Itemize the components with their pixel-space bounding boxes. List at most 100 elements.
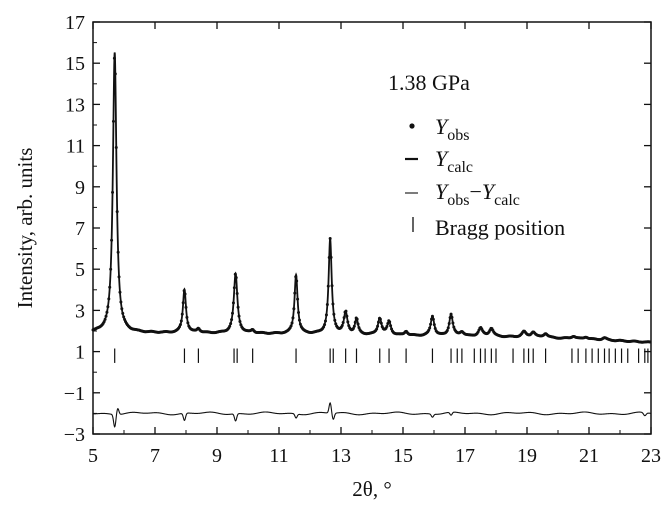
observed-point xyxy=(326,284,330,288)
observed-point xyxy=(107,297,111,301)
y-tick-label: −1 xyxy=(64,383,85,405)
x-tick-label: 13 xyxy=(331,445,351,467)
observed-point xyxy=(330,284,334,288)
observed-point xyxy=(376,324,380,328)
observed-point xyxy=(329,255,333,259)
observed-point xyxy=(103,317,107,321)
observed-point xyxy=(117,275,121,279)
observed-point xyxy=(229,322,233,326)
observed-point xyxy=(324,319,327,323)
observed-point xyxy=(451,321,455,325)
x-tick-label: 5 xyxy=(88,445,98,467)
calculated-curve xyxy=(92,52,652,344)
difference-curve xyxy=(93,402,652,428)
observed-point xyxy=(297,318,301,322)
y-tick-label: 7 xyxy=(75,218,85,240)
legend-label-bragg: Bragg position xyxy=(435,215,565,240)
y-tick-label: −3 xyxy=(64,424,85,446)
observed-point xyxy=(233,272,237,276)
observed-point xyxy=(104,314,108,318)
observed-point xyxy=(289,324,293,328)
y-tick-label: 17 xyxy=(65,12,85,34)
pressure-annotation: 1.38 GPa xyxy=(388,70,470,95)
observed-point xyxy=(428,326,432,330)
observed-point xyxy=(184,305,188,309)
observed-point xyxy=(111,119,115,123)
observed-point xyxy=(290,321,294,325)
y-tick-label: 15 xyxy=(65,53,85,75)
observed-point xyxy=(355,317,359,321)
observed-point xyxy=(116,250,120,254)
observed-point xyxy=(118,290,122,294)
observed-point xyxy=(228,324,232,328)
observed-point xyxy=(108,285,112,289)
legend: 1.38 GPa Yobs Ycalc Yobs−Ycalc Bragg pos… xyxy=(388,70,565,240)
observed-point xyxy=(109,267,113,271)
observed-point xyxy=(235,291,239,295)
x-axis-ticks: 5 7 9 11 13 15 17 19 21 23 xyxy=(88,22,661,467)
observed-point xyxy=(332,312,336,316)
observed-point xyxy=(322,325,326,329)
observed-point xyxy=(115,210,119,214)
observed-point xyxy=(353,320,357,324)
x-axis-label: 2θ, ° xyxy=(352,477,391,501)
observed-point xyxy=(230,318,234,322)
observed-point xyxy=(102,320,106,324)
observed-point xyxy=(106,305,110,309)
observed-point xyxy=(231,301,235,305)
observed-point xyxy=(105,310,109,314)
x-tick-label: 11 xyxy=(269,445,288,467)
observed-point xyxy=(231,311,234,315)
observed-point xyxy=(341,321,345,324)
observed-point xyxy=(122,315,126,319)
observed-point xyxy=(388,320,392,324)
observed-points xyxy=(91,56,652,344)
observed-point xyxy=(110,238,114,242)
observed-point xyxy=(377,320,381,324)
observed-point xyxy=(296,297,300,301)
observed-point xyxy=(114,146,118,150)
observed-point xyxy=(452,325,456,329)
observed-point xyxy=(345,314,349,318)
observed-point xyxy=(346,320,350,324)
observed-point xyxy=(112,56,116,60)
observed-point xyxy=(445,328,449,332)
observed-point xyxy=(295,279,299,283)
observed-point xyxy=(180,312,184,316)
observed-point xyxy=(232,286,236,290)
observed-point xyxy=(325,303,329,307)
observed-point xyxy=(111,190,115,194)
observed-point xyxy=(120,307,124,311)
observed-point xyxy=(121,311,125,315)
observed-point xyxy=(446,326,450,330)
legend-label-calc: Ycalc xyxy=(435,146,473,176)
legend-label-diff: Yobs−Ycalc xyxy=(435,179,520,209)
y-tick-label: 9 xyxy=(75,177,85,199)
observed-point xyxy=(449,312,453,316)
observed-point xyxy=(185,315,189,319)
x-tick-label: 21 xyxy=(579,445,599,467)
observed-point xyxy=(178,323,182,327)
observed-point xyxy=(236,305,240,309)
observed-point xyxy=(375,327,379,331)
observed-point xyxy=(342,316,346,320)
observed-point xyxy=(182,289,186,293)
observed-point xyxy=(378,317,382,321)
observed-point xyxy=(352,324,356,328)
observed-point xyxy=(113,72,117,76)
observed-point xyxy=(430,314,434,318)
observed-point xyxy=(389,324,393,328)
x-tick-label: 15 xyxy=(393,445,413,467)
observed-point xyxy=(447,322,451,326)
observed-point xyxy=(351,327,355,331)
observed-point xyxy=(331,302,335,306)
observed-point xyxy=(450,315,454,319)
observed-point xyxy=(186,321,190,325)
observed-point xyxy=(431,317,435,321)
y-tick-label: 3 xyxy=(75,300,85,322)
observed-point xyxy=(291,316,295,320)
x-tick-label: 9 xyxy=(212,445,222,467)
observed-point xyxy=(344,309,348,313)
